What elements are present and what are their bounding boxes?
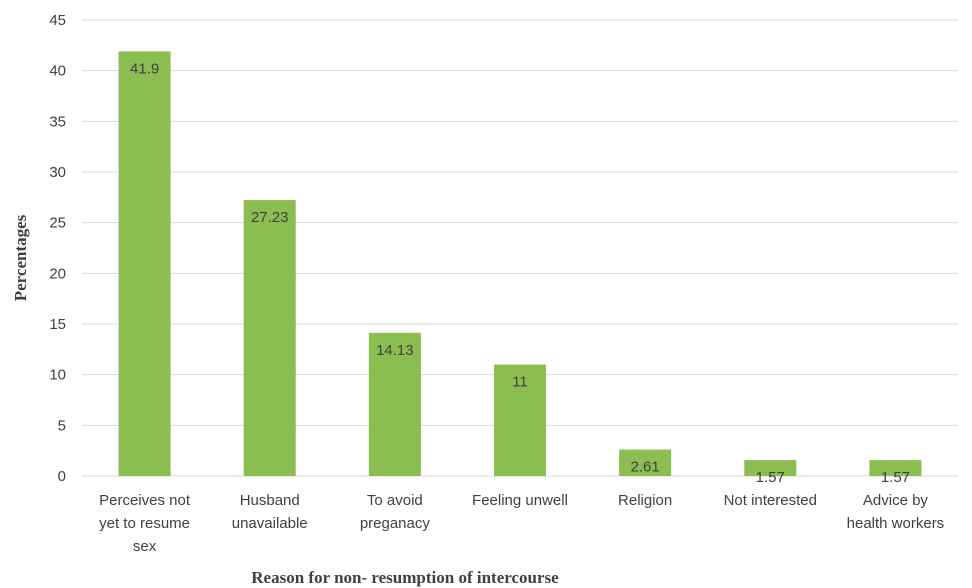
x-tick-label: To avoid [367, 492, 423, 509]
bar [118, 51, 171, 477]
x-tick-label: Husband [240, 492, 300, 509]
y-tick-label: 35 [49, 113, 66, 130]
x-tick-label: Perceives not [99, 492, 191, 509]
y-tick-label: 20 [49, 265, 66, 282]
y-tick-label: 30 [49, 164, 66, 181]
bar [744, 460, 797, 476]
data-label: 1.57 [756, 469, 785, 486]
y-tick-label: 10 [49, 367, 66, 384]
x-tick-label: Not interested [724, 492, 817, 509]
y-axis-ticks: 0 5 10 15 20 25 30 35 40 45 [49, 12, 66, 485]
x-tick-label: yet to resume [99, 515, 190, 532]
bar [869, 460, 922, 476]
y-tick-label: 0 [58, 468, 66, 485]
y-axis-title: Percentages [11, 214, 30, 301]
x-axis-categories: Perceives not yet to resume sex Husband unav… [99, 492, 944, 555]
data-label: 2.61 [631, 459, 660, 476]
y-tick-label: 25 [49, 215, 66, 232]
x-tick-label: preganacy [360, 515, 431, 532]
bars [118, 51, 922, 477]
y-tick-label: 45 [49, 12, 66, 29]
data-label: 1.57 [881, 469, 910, 486]
y-tick-label: 15 [49, 316, 66, 333]
gridlines [82, 19, 958, 477]
x-tick-label: sex [133, 538, 157, 555]
y-tick-label: 5 [58, 417, 66, 434]
data-label: 27.23 [251, 209, 289, 226]
bar [494, 364, 546, 476]
x-tick-label: Advice by [863, 492, 929, 509]
x-tick-label: Religion [618, 492, 672, 509]
data-label: 14.13 [376, 342, 414, 359]
bar [619, 449, 672, 476]
data-label: 11 [512, 374, 528, 391]
x-tick-label: Feeling unwell [472, 492, 568, 509]
y-tick-label: 40 [49, 63, 66, 80]
x-tick-label: health workers [847, 515, 945, 532]
data-label: 41.9 [130, 60, 159, 77]
x-axis-title: Reason for non- resumption of intercours… [251, 568, 559, 587]
x-tick-label: unavailable [232, 515, 308, 532]
data-labels: 41.9 27.23 14.13 11 2.61 1.57 1.57 [130, 60, 910, 486]
bar [368, 332, 421, 476]
bar [243, 200, 296, 476]
